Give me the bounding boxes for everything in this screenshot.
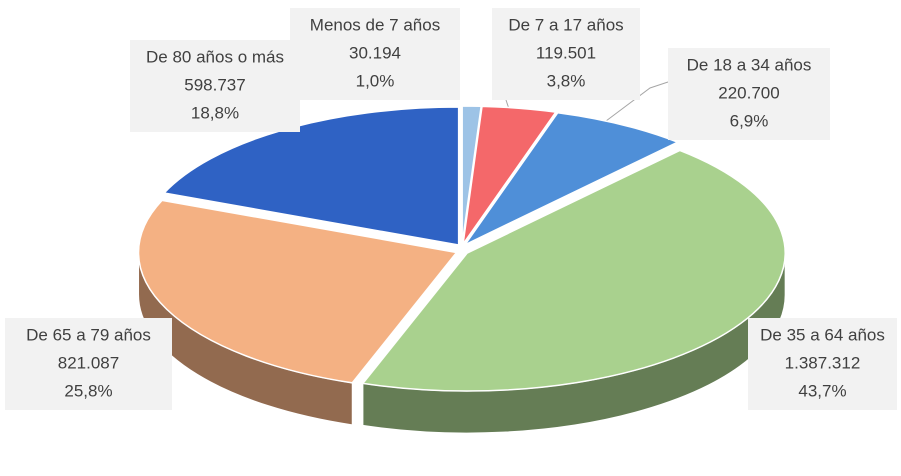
label-box <box>5 318 172 410</box>
slice <box>462 111 680 247</box>
pie-tops <box>137 105 786 392</box>
percentage-label: 1,0% <box>356 71 395 90</box>
category-label: De 35 a 64 años <box>760 325 885 344</box>
label-box <box>748 318 897 410</box>
label-box <box>492 8 640 100</box>
value-label: 220.700 <box>718 83 779 102</box>
label-box <box>130 40 300 132</box>
slice <box>461 105 483 245</box>
value-label: 821.087 <box>58 353 119 372</box>
category-label: De 65 a 79 años <box>26 325 151 344</box>
value-label: 119.501 <box>536 43 596 62</box>
value-label: 30.194 <box>349 43 401 62</box>
label-box <box>668 48 830 140</box>
slice <box>361 149 786 392</box>
slice <box>137 199 458 384</box>
percentage-label: 6,9% <box>730 111 769 130</box>
percentage-label: 18,8% <box>191 103 239 122</box>
percentage-label: 3,8% <box>547 71 586 90</box>
value-label: 598.737 <box>184 75 245 94</box>
value-label: 1.387.312 <box>785 353 861 372</box>
percentage-label: 25,8% <box>64 381 112 400</box>
slice <box>462 105 558 245</box>
percentage-label: 43,7% <box>798 381 846 400</box>
category-label: De 7 a 17 años <box>508 15 623 34</box>
category-label: Menos de 7 años <box>310 15 440 34</box>
category-label: De 80 años o más <box>146 47 284 66</box>
leader-line <box>601 81 669 125</box>
category-label: De 18 a 34 años <box>687 55 812 74</box>
label-box <box>290 8 460 100</box>
